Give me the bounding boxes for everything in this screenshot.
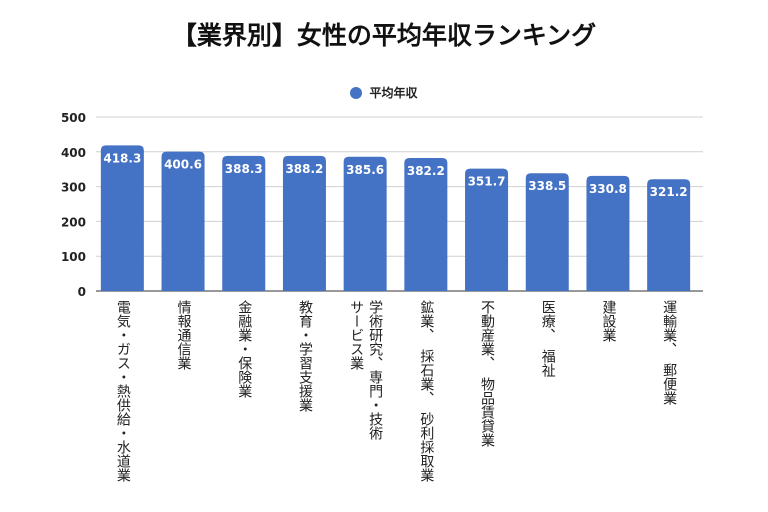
y-tick-label: 500 xyxy=(61,111,86,125)
data-label: 351.7 xyxy=(468,175,506,189)
bar xyxy=(404,157,448,291)
y-tick-label: 0 xyxy=(78,285,86,299)
x-tick-label: 教育・学習支援業 xyxy=(296,300,313,412)
bar xyxy=(465,168,509,291)
x-tick-label: 医療、 福祉 xyxy=(539,300,556,377)
bar xyxy=(343,156,387,291)
x-tick-label: 運輸業、 郵便業 xyxy=(661,300,678,405)
x-tick-label: 金融業・保険業 xyxy=(236,300,253,398)
y-tick-label: 200 xyxy=(61,215,86,229)
x-tick-label: 鉱業、 採石業、 砂利採取業 xyxy=(418,300,435,482)
data-label: 321.2 xyxy=(650,185,688,199)
y-tick-label: 400 xyxy=(61,146,86,160)
data-label: 385.6 xyxy=(346,163,384,177)
bar xyxy=(525,173,569,291)
bar xyxy=(282,155,326,291)
data-label: 388.2 xyxy=(285,162,323,176)
data-label: 418.3 xyxy=(103,151,141,165)
bar xyxy=(647,179,691,291)
x-tick-label: 不動産業、 物品賃貸業 xyxy=(479,300,496,447)
data-label: 338.5 xyxy=(528,179,566,193)
y-tick-label: 100 xyxy=(61,250,86,264)
y-tick-label: 300 xyxy=(61,181,86,195)
x-tick-label: 学術研究、専門・技術 サービス業 xyxy=(348,300,384,440)
bar xyxy=(586,175,630,291)
bar xyxy=(222,155,266,291)
x-tick-label: 建設業 xyxy=(600,300,617,342)
x-tick-label: 情報通信業 xyxy=(175,300,192,370)
x-tick-label: 電気・ガス・熱供給・水道業 xyxy=(114,300,131,482)
bar xyxy=(100,145,144,291)
bar xyxy=(161,151,205,291)
legend: 平均年収 xyxy=(0,84,768,101)
data-label: 388.3 xyxy=(225,162,263,176)
data-label: 330.8 xyxy=(589,182,627,196)
data-label: 400.6 xyxy=(164,158,202,172)
legend-label: 平均年収 xyxy=(369,86,418,100)
chart-title: 【業界別】女性の平均年収ランキング xyxy=(171,21,597,50)
data-label: 382.2 xyxy=(407,164,445,178)
legend-marker xyxy=(350,86,363,99)
